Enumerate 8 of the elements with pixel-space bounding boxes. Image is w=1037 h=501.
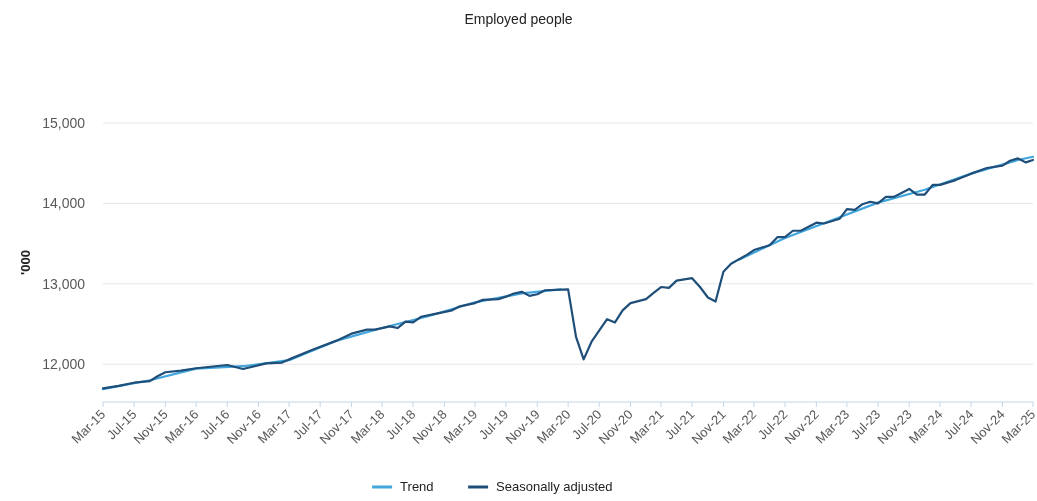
chart-title: Employed people <box>464 11 573 27</box>
legend-label: Seasonally adjusted <box>496 479 613 494</box>
legend-label: Trend <box>400 479 434 494</box>
y-tick-label: 12,000 <box>42 356 86 373</box>
y-tick-label: 14,000 <box>42 195 86 212</box>
y-tick-label: 13,000 <box>42 275 86 292</box>
y-axis-title: '000 <box>18 250 33 275</box>
y-tick-label: 15,000 <box>42 114 86 131</box>
